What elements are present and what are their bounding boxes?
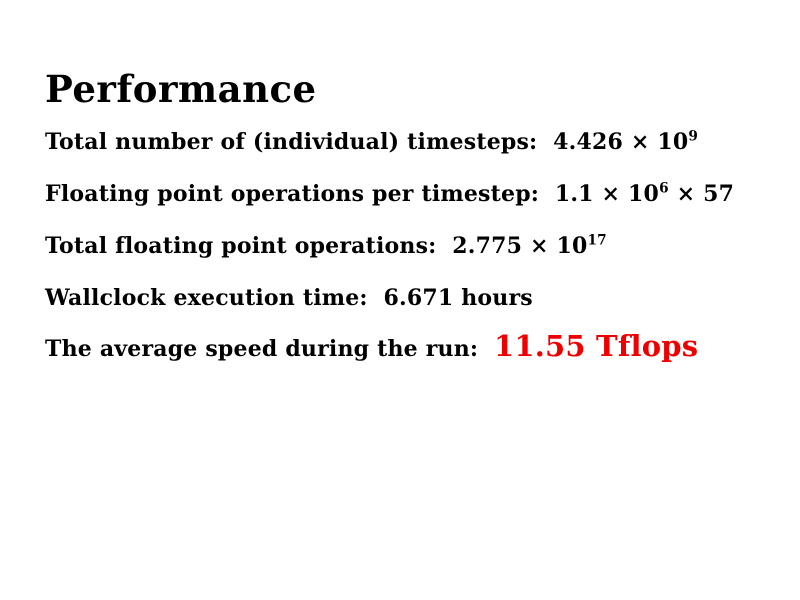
line-text: Floating point operations per timestep: … xyxy=(45,181,660,207)
slide-line-wallclock: Wallclock execution time: 6.671 hours xyxy=(45,283,760,313)
line-text: The average speed during the run: xyxy=(45,336,494,362)
line-text: Total floating point operations: 2.775 ×… xyxy=(45,233,588,259)
line-text-tail: × 57 xyxy=(668,181,735,207)
slide-line-total-flops: Total floating point operations: 2.775 ×… xyxy=(45,231,760,261)
exponent: 17 xyxy=(587,232,607,249)
exponent: 6 xyxy=(659,180,669,197)
highlight-value: 11.55 Tflops xyxy=(493,329,699,363)
exponent: 9 xyxy=(688,128,699,145)
slide-title: Performance xyxy=(45,67,317,111)
slide-line-timesteps: Total number of (individual) timesteps: … xyxy=(45,127,760,157)
slide-line-flops-per-timestep: Floating point operations per timestep: … xyxy=(45,179,760,209)
line-text: Wallclock execution time: 6.671 hours xyxy=(45,285,533,311)
slide-line-average-speed: The average speed during the run: 11.55 … xyxy=(45,331,760,364)
line-text: Total number of (individual) timesteps: … xyxy=(45,129,689,155)
